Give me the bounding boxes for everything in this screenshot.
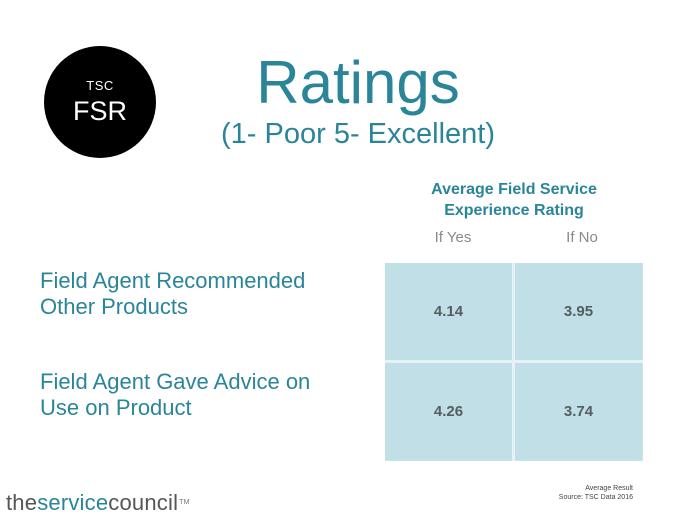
- table-header-line-2: Experience Rating: [444, 202, 584, 219]
- row-label-advice: Field Agent Gave Advice on Use on Produc…: [40, 369, 380, 421]
- brand-part-council: council: [108, 490, 179, 515]
- table-cell: 3.95: [515, 263, 642, 360]
- trademark-mark: TM: [179, 499, 190, 506]
- table-header: Average Field Service Experience Rating: [400, 179, 628, 221]
- page-subtitle: (1- Poor 5- Excellent): [221, 118, 495, 150]
- brand-logo: theservicecouncilTM: [6, 490, 190, 516]
- brand-part-the: the: [6, 490, 38, 515]
- table-header-line-1: Average Field Service: [431, 181, 597, 198]
- page-title: Ratings: [256, 49, 460, 116]
- row-label-line: Field Agent Gave Advice on: [40, 369, 311, 394]
- table-cell: 4.14: [385, 263, 512, 360]
- brand-part-service: service: [37, 490, 109, 515]
- ratings-table: 4.14 3.95 4.26 3.74: [385, 263, 643, 461]
- table-divider-horizontal: [385, 360, 643, 363]
- column-header-if-yes: If Yes: [434, 229, 472, 246]
- table-cell: 3.74: [515, 363, 642, 460]
- column-header-if-no: If No: [566, 229, 598, 246]
- footnote-line-2: Source: TSC Data 2016: [558, 494, 633, 501]
- source-footnote: Average Result Source: TSC Data 2016: [559, 484, 633, 502]
- tsc-fsr-logo: TSC FSR: [44, 46, 156, 158]
- logo-big-text: FSR: [73, 96, 127, 126]
- logo-small-text: TSC: [86, 78, 114, 93]
- row-label-recommended: Field Agent Recommended Other Products: [40, 268, 380, 320]
- footnote-line-1: Average Result: [585, 485, 633, 492]
- table-cell: 4.26: [385, 363, 512, 460]
- row-label-line: Field Agent Recommended: [40, 268, 306, 293]
- row-label-line: Use on Product: [40, 395, 192, 420]
- row-label-line: Other Products: [40, 294, 188, 319]
